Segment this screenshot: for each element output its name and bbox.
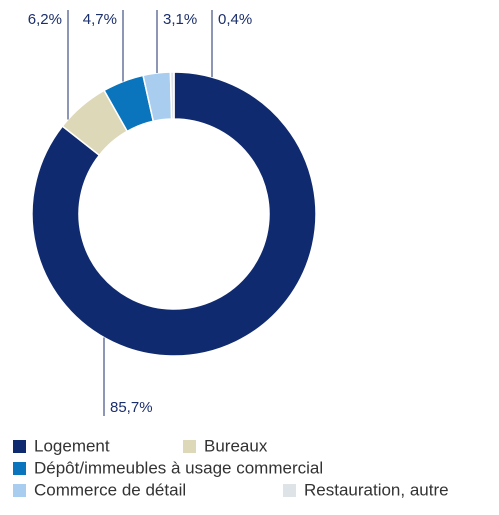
value-label: 0,4% (218, 11, 252, 28)
legend-swatch (13, 462, 26, 475)
donut-slice (169, 71, 175, 120)
legend-swatch (283, 484, 296, 497)
value-label: 6,2% (28, 11, 62, 28)
legend-label: Restauration, autre (304, 480, 449, 499)
legend-label: Dépôt/immeubles à usage commercial (34, 458, 323, 477)
value-label: 85,7% (110, 399, 153, 416)
legend-swatch (183, 440, 196, 453)
value-label: 4,7% (83, 11, 117, 28)
legend-swatch (13, 484, 26, 497)
legend-label: Commerce de détail (34, 480, 186, 499)
legend-label: Logement (34, 436, 110, 455)
donut-slice (31, 71, 317, 357)
legend-label: Bureaux (204, 436, 268, 455)
legend-swatch (13, 440, 26, 453)
value-label: 3,1% (163, 11, 197, 28)
